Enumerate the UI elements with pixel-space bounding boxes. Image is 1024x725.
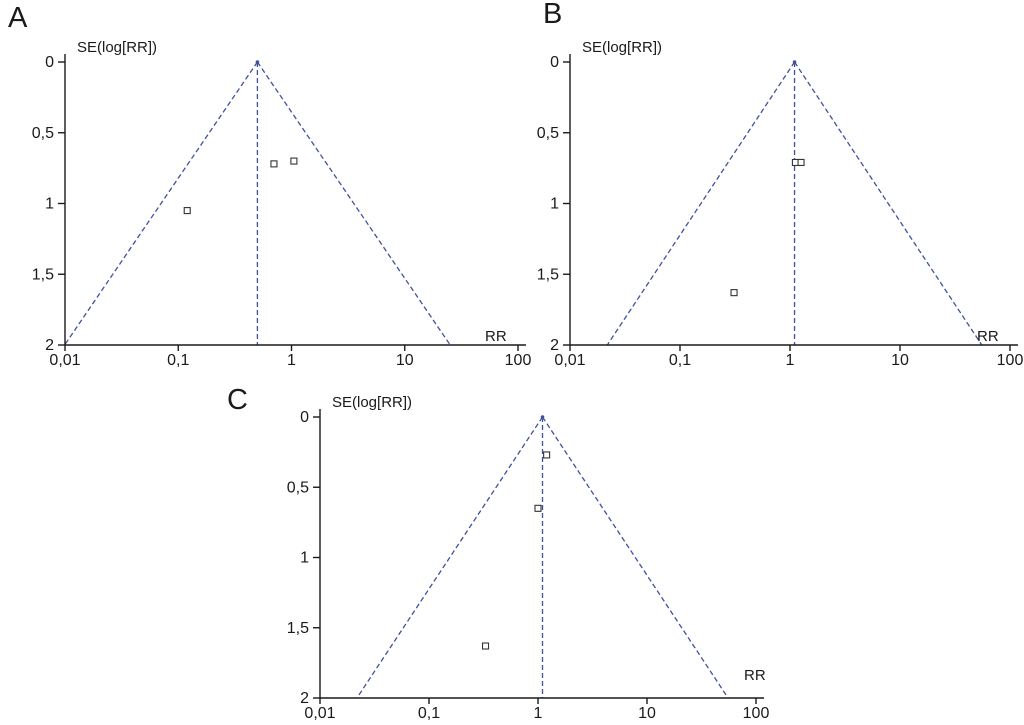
- y-tick-label: 0: [550, 54, 559, 71]
- x-axis-title: RR: [977, 328, 999, 345]
- x-tick-label: 100: [505, 352, 532, 369]
- y-tick-label: 2: [45, 337, 54, 354]
- x-tick-label: 100: [997, 352, 1024, 369]
- y-axis-title: SE(log[RR]): [332, 394, 412, 411]
- panel-label-b: B: [543, 0, 563, 30]
- y-tick-label: 0: [300, 409, 309, 426]
- x-tick-label: 0,01: [304, 705, 335, 722]
- y-tick-label: 0: [45, 54, 54, 71]
- y-axis-title: SE(log[RR]): [77, 39, 157, 56]
- x-axis-title: RR: [485, 328, 507, 345]
- funnel-right-boundary: [541, 416, 729, 699]
- x-tick-label: 10: [638, 705, 656, 722]
- study-point: [543, 451, 551, 459]
- y-tick-label: 2: [550, 337, 559, 354]
- x-tick-label: 0,1: [669, 352, 691, 369]
- y-tick-label: 1: [45, 196, 54, 213]
- y-tick-label: 2: [300, 690, 309, 707]
- y-tick-label: 1: [300, 550, 309, 567]
- x-axis-title: RR: [744, 667, 766, 684]
- x-tick-label: 10: [891, 352, 909, 369]
- funnel-plot-a: 0 0,5 1 1,5 20,01 0,1 1 10 100 SE(log[RR]) RR: [32, 39, 532, 369]
- study-point: [290, 157, 298, 165]
- panel-label-a: A: [8, 2, 28, 34]
- y-tick-label: 0,5: [537, 125, 559, 142]
- funnel-apex-dot: [540, 415, 545, 419]
- study-point: [797, 158, 805, 167]
- x-tick-label: 0,1: [418, 705, 440, 722]
- x-tick-label: 1: [287, 352, 296, 369]
- funnel-right-boundary: [256, 61, 451, 346]
- panel-label-c: C: [227, 384, 248, 416]
- y-tick-label: 1: [550, 196, 559, 213]
- y-tick-label: 0,5: [32, 125, 54, 142]
- y-tick-label: 1,5: [287, 620, 309, 637]
- study-point: [534, 504, 542, 512]
- y-tick-label: 1,5: [32, 266, 54, 283]
- x-tick-label: 0,01: [554, 352, 585, 369]
- x-tick-label: 1: [534, 705, 543, 722]
- study-point: [730, 289, 738, 297]
- funnel-apex-dot: [255, 60, 260, 64]
- funnel-apex-dot: [792, 60, 797, 64]
- funnel-right-boundary: [794, 61, 983, 346]
- funnel-left-boundary: [64, 61, 258, 346]
- x-tick-label: 0,01: [49, 352, 80, 369]
- study-point: [481, 642, 490, 650]
- x-tick-label: 0,1: [167, 352, 189, 369]
- y-tick-label: 1,5: [537, 266, 559, 283]
- funnel-plot-c: 0 0,5 1 1,5 20,01 0,1 1 10 100 SE(log[RR]) RR: [287, 394, 770, 722]
- study-point: [183, 207, 191, 215]
- funnel-left-boundary: [606, 61, 796, 346]
- y-tick-label: 0,5: [287, 479, 309, 496]
- x-tick-label: 10: [396, 352, 414, 369]
- funnel-plot-b: 0 0,5 1 1,5 20,01 0,1 1 10 100 SE(log[RR]) RR: [537, 39, 1024, 369]
- x-tick-label: 100: [743, 705, 770, 722]
- study-point: [270, 160, 278, 168]
- y-axis-title: SE(log[RR]): [582, 39, 662, 56]
- x-tick-label: 1: [786, 352, 795, 369]
- funnel-left-boundary: [356, 416, 544, 699]
